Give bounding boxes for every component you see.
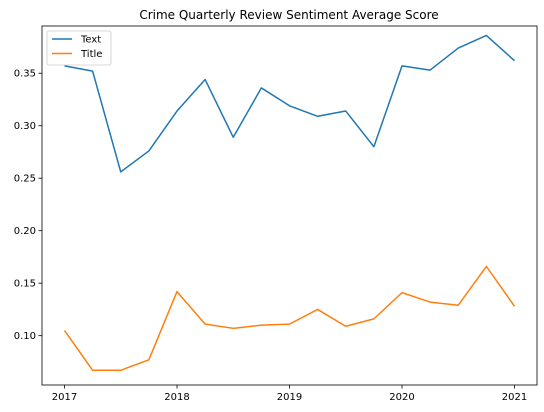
y-tick-label-0.35: 0.35 (14, 69, 36, 80)
legend-label-title: Title (80, 49, 102, 60)
x-tick-label-2021: 2021 (502, 392, 527, 403)
chart-title: Crime Quarterly Review Sentiment Average… (139, 8, 438, 22)
x-tick-label-2017: 2017 (52, 392, 77, 403)
x-tick-label-2019: 2019 (277, 392, 302, 403)
y-tick-label-0.30: 0.30 (14, 121, 36, 132)
legend-label-text: Text (80, 35, 101, 46)
plot-frame (41, 25, 538, 386)
y-tick-label-0.20: 0.20 (14, 226, 36, 237)
y-tick-label-0.25: 0.25 (14, 174, 36, 185)
series-line-title (63, 265, 516, 372)
x-tick-label-2018: 2018 (164, 392, 189, 403)
y-tick-label-0.15: 0.15 (14, 279, 36, 290)
y-tick-label-0.10: 0.10 (14, 331, 36, 342)
x-tick-label-2020: 2020 (389, 392, 414, 403)
legend: Text Title (46, 30, 112, 66)
series-line-text (64, 34, 516, 173)
